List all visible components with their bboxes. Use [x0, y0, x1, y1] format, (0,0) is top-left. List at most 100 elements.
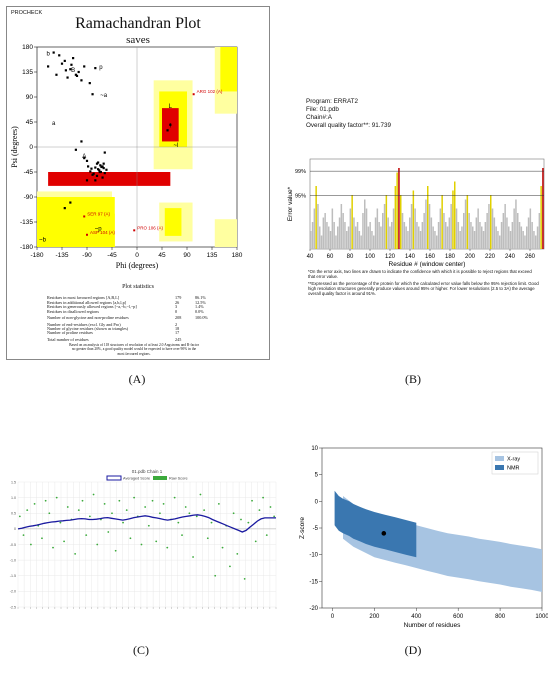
- errat-bar: [517, 213, 519, 249]
- y-tick-label: 135: [22, 69, 33, 76]
- outlier-point: [86, 233, 88, 236]
- errat-bar: [394, 186, 397, 249]
- residue-point: [69, 68, 72, 71]
- stats-label: Number of glycine residues (shown as tri…: [47, 326, 129, 332]
- stats-row: Number of non-glycine and non-proline re…: [47, 315, 227, 320]
- caption-c: (C): [133, 643, 149, 657]
- errat-bar: [319, 226, 321, 249]
- errat-bar: [439, 208, 442, 249]
- raw-score-point: [44, 499, 47, 502]
- raw-score-point: [195, 515, 198, 518]
- errat-bar: [443, 213, 445, 249]
- y-tick-label: -180: [20, 244, 33, 251]
- outlier-label: SER 97 (A): [87, 211, 110, 216]
- region-label: a: [52, 121, 56, 127]
- region-label: ~p: [95, 226, 103, 232]
- errat-bar: [515, 199, 517, 249]
- errat-bar: [338, 217, 341, 249]
- errat-bar: [488, 204, 490, 249]
- errat-bar: [461, 226, 463, 249]
- errat-bar: [524, 235, 526, 249]
- legend-nmr-swatch: [495, 465, 504, 470]
- raw-score-point: [33, 502, 36, 505]
- residue-point: [66, 76, 69, 79]
- errat-bar: [403, 222, 406, 249]
- residue-point: [166, 129, 169, 132]
- raw-score-point: [129, 537, 132, 540]
- errat-bar: [412, 190, 415, 249]
- residue-point: [77, 70, 80, 74]
- y-tick-label: 1.5: [11, 480, 16, 484]
- x-tick-label: -180: [30, 252, 43, 259]
- errat-bar: [423, 213, 425, 249]
- x-tick-label: 1000: [535, 614, 548, 620]
- errat-bar: [337, 226, 339, 249]
- region-label: b: [46, 51, 50, 57]
- errat-bar: [387, 217, 389, 249]
- errat-bar: [378, 222, 380, 249]
- stats-row: Residues in disallowed regions 0 0.0%: [47, 309, 227, 314]
- raw-score-point: [247, 521, 250, 524]
- generous-region: [214, 219, 237, 247]
- raw-score-point: [188, 512, 191, 515]
- residue-point: [55, 73, 58, 76]
- x-tick-label: 135: [207, 252, 218, 259]
- stats-title: Plot statistics: [122, 284, 154, 290]
- residue-point: [52, 51, 55, 54]
- raw-score-point: [265, 534, 268, 537]
- raw-score-point: [254, 540, 257, 543]
- raw-score-point: [151, 499, 154, 502]
- raw-score-point: [92, 493, 95, 496]
- stats-row: Number of proline residues 17: [47, 330, 227, 335]
- stats-label: Total number of residues: [47, 336, 89, 342]
- errat-bar: [351, 195, 353, 249]
- y-tick-label: -15: [309, 579, 318, 585]
- raw-score-point: [85, 534, 88, 537]
- raw-score-point: [206, 537, 209, 540]
- y-axis-label: Psi (degrees): [10, 126, 19, 168]
- errat-bar: [445, 222, 447, 249]
- raw-score-point: [77, 509, 80, 512]
- errat-program: Program: ERRAT2: [306, 98, 359, 105]
- residue-point: [85, 159, 89, 162]
- errat-bar: [374, 217, 377, 249]
- ramachandran-panel: PROCHECK Ramachandran Plot saves ABbalLp…: [6, 6, 270, 360]
- legend-avg-label: Averaged Score: [123, 477, 150, 481]
- residue-point: [100, 165, 103, 169]
- residue-point: [85, 179, 89, 182]
- stats-label: Number of end-residues (excl. Gly and Pr…: [47, 321, 121, 327]
- residue-point: [83, 65, 86, 68]
- errat-bar: [450, 204, 452, 249]
- y-tick-label: 0.5: [11, 512, 16, 516]
- verify3d-panel: 01.pdb Chain 1 Averaged Score Raw Score 1.5…: [4, 466, 282, 632]
- x-axis-label: Number of residues: [404, 622, 461, 629]
- raw-score-point: [251, 499, 253, 502]
- caption-d: (D): [404, 643, 422, 657]
- raw-score-point: [133, 496, 136, 499]
- errat-bar: [335, 235, 337, 249]
- errat-bar: [322, 217, 325, 249]
- x-tick-label: 200: [465, 254, 476, 260]
- errat-bar: [482, 231, 485, 249]
- stats-count: 179: [175, 295, 182, 300]
- y-tick-label: -10: [309, 553, 318, 559]
- errat-bar: [407, 231, 409, 249]
- x-tick-label: -45: [107, 252, 117, 259]
- stats-count: 208: [175, 315, 182, 320]
- y-tick-label: 90: [26, 94, 34, 101]
- raw-score-point: [103, 502, 106, 505]
- errat-bar: [355, 226, 357, 249]
- raw-score-point: [41, 537, 43, 540]
- errat-bar: [367, 226, 370, 249]
- residue-point: [91, 173, 94, 176]
- y-tick-label: -1.5: [10, 574, 16, 578]
- errat-bar: [317, 204, 319, 249]
- y-tick-label: -135: [20, 219, 33, 226]
- raw-score-point: [192, 556, 194, 558]
- raw-score-point: [66, 506, 69, 508]
- residue-point: [94, 166, 97, 169]
- raw-score-point: [125, 509, 128, 512]
- region-label: L: [169, 104, 173, 110]
- residue-point: [74, 148, 77, 151]
